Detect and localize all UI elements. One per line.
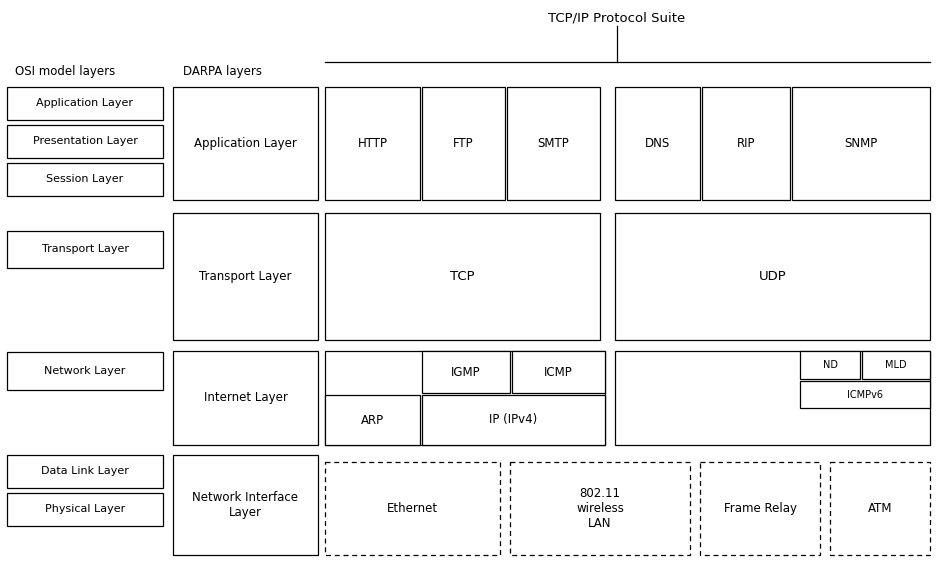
Bar (615, 87, 700, 200)
Text: IGMP: IGMP (451, 366, 481, 379)
Text: HTTP: HTTP (358, 137, 388, 150)
Text: Network Layer: Network Layer (44, 366, 125, 376)
Bar (615, 351, 930, 445)
Bar (512, 351, 605, 393)
Bar (7, 455, 163, 488)
Bar (325, 462, 500, 555)
Text: TCP: TCP (450, 270, 475, 283)
Bar (792, 87, 930, 200)
Bar (862, 351, 930, 379)
Bar (7, 163, 163, 196)
Text: Network Interface
Layer: Network Interface Layer (193, 491, 299, 519)
Bar (422, 395, 605, 445)
Bar (702, 87, 790, 200)
Bar (325, 87, 420, 200)
Text: ICMP: ICMP (544, 366, 573, 379)
Text: SMTP: SMTP (537, 137, 569, 150)
Bar (507, 87, 600, 200)
Bar (7, 87, 163, 120)
Text: Frame Relay: Frame Relay (724, 502, 797, 515)
Text: Transport Layer: Transport Layer (199, 270, 292, 283)
Bar (510, 462, 690, 555)
Bar (7, 125, 163, 158)
Text: DARPA layers: DARPA layers (183, 66, 262, 79)
Bar (830, 462, 930, 555)
Text: FTP: FTP (453, 137, 474, 150)
Bar (7, 493, 163, 526)
Bar (173, 455, 318, 555)
Text: ND: ND (823, 360, 838, 370)
Bar (173, 351, 318, 445)
Bar (7, 231, 163, 268)
Text: Transport Layer: Transport Layer (41, 245, 128, 255)
Text: Internet Layer: Internet Layer (203, 392, 287, 405)
Text: TCP/IP Protocol Suite: TCP/IP Protocol Suite (548, 11, 686, 24)
Text: ICMPv6: ICMPv6 (847, 389, 883, 400)
Text: Application Layer: Application Layer (194, 137, 297, 150)
Text: Presentation Layer: Presentation Layer (33, 136, 138, 147)
Bar (422, 87, 505, 200)
Text: Ethernet: Ethernet (387, 502, 438, 515)
Text: Physical Layer: Physical Layer (45, 504, 125, 514)
Bar (422, 351, 510, 393)
Text: SNMP: SNMP (844, 137, 878, 150)
Bar (800, 351, 860, 379)
Text: DNS: DNS (645, 137, 670, 150)
Bar (325, 213, 600, 340)
Text: UDP: UDP (758, 270, 786, 283)
Text: ATM: ATM (868, 502, 892, 515)
Text: 802.11
wireless
LAN: 802.11 wireless LAN (576, 487, 624, 530)
Text: Session Layer: Session Layer (47, 174, 124, 185)
Bar (173, 87, 318, 200)
Bar (173, 213, 318, 340)
Text: Application Layer: Application Layer (37, 98, 134, 109)
Bar (325, 395, 420, 445)
Text: MLD: MLD (885, 360, 907, 370)
Text: ARP: ARP (361, 414, 384, 427)
Bar (325, 351, 605, 445)
Text: IP (IPv4): IP (IPv4) (490, 414, 537, 427)
Bar (7, 352, 163, 390)
Text: Data Link Layer: Data Link Layer (41, 466, 129, 477)
Text: OSI model layers: OSI model layers (15, 66, 115, 79)
Bar (800, 381, 930, 408)
Bar (700, 462, 820, 555)
Bar (615, 213, 930, 340)
Text: RIP: RIP (737, 137, 755, 150)
